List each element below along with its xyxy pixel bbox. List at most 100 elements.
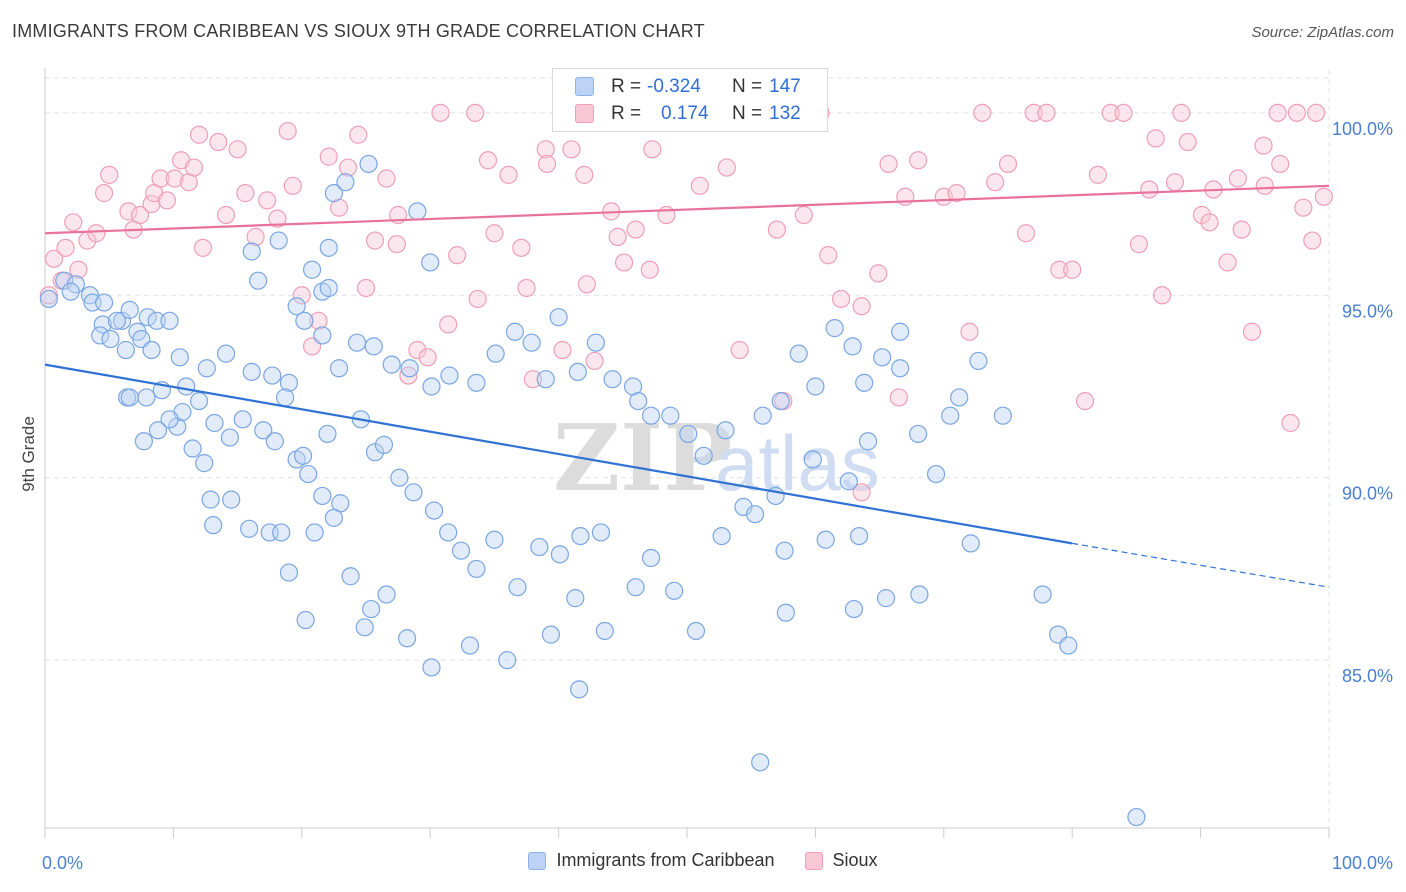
sioux-point xyxy=(1294,198,1313,217)
caribbean-point xyxy=(595,621,614,641)
caribbean-point xyxy=(195,454,214,473)
caribbean-point xyxy=(789,344,808,363)
sioux-point xyxy=(485,224,504,243)
caribbean-point xyxy=(107,311,127,330)
caribbean-point xyxy=(1127,807,1146,827)
stats-r-label: R = xyxy=(611,76,642,97)
sioux-point xyxy=(349,125,368,144)
caribbean-point xyxy=(530,537,549,557)
caribbean-point xyxy=(204,516,223,535)
caribbean-point xyxy=(440,366,459,385)
caribbean-point xyxy=(240,519,259,538)
caribbean-point xyxy=(541,625,560,644)
sioux-point xyxy=(585,351,604,371)
caribbean-point xyxy=(319,278,338,298)
caribbean-point xyxy=(422,377,441,396)
sioux-point xyxy=(1178,132,1197,152)
caribbean-point xyxy=(536,370,555,389)
sioux-point xyxy=(1287,103,1307,122)
chart-source: Source: ZipAtlas.com xyxy=(1251,24,1394,41)
sioux-point xyxy=(947,184,966,203)
caribbean-point xyxy=(467,559,486,579)
caribbean-point xyxy=(550,545,569,564)
sioux-point xyxy=(730,340,749,360)
sioux-point xyxy=(94,184,114,203)
sioux-point xyxy=(278,121,297,141)
sioux-point xyxy=(377,169,396,188)
x-tick-label: 100.0% xyxy=(1332,853,1393,873)
caribbean-point xyxy=(205,413,224,433)
caribbean-point xyxy=(39,289,58,309)
sioux-point xyxy=(1254,136,1273,155)
caribbean-point xyxy=(803,450,822,469)
sioux-point xyxy=(193,238,213,257)
sioux-point xyxy=(44,249,64,268)
sioux-point xyxy=(418,348,437,367)
legend-label-sioux: Sioux xyxy=(832,850,878,870)
sioux-point xyxy=(468,289,487,309)
caribbean-point xyxy=(460,636,480,655)
sioux-point xyxy=(794,205,813,225)
sioux-point xyxy=(1303,231,1322,250)
sioux-point xyxy=(1281,413,1300,433)
legend-swatch-caribbean xyxy=(528,851,547,870)
caribbean-point xyxy=(138,308,157,327)
caribbean-point xyxy=(926,464,946,484)
caribbean-point xyxy=(486,344,505,363)
sioux-point xyxy=(216,205,236,225)
caribbean-point xyxy=(941,406,960,425)
caribbean-point xyxy=(341,567,360,586)
sioux-point xyxy=(1114,103,1133,122)
sioux-point xyxy=(499,165,518,184)
sioux-point xyxy=(852,483,871,502)
stats-n-value: 147 xyxy=(769,76,801,97)
caribbean-point xyxy=(263,366,282,385)
caribbean-point xyxy=(485,530,504,549)
caribbean-point xyxy=(694,446,713,465)
sioux-point xyxy=(869,264,888,283)
sioux-point xyxy=(512,238,531,257)
caribbean-point xyxy=(505,322,525,341)
caribbean-point xyxy=(961,534,980,553)
sioux-point xyxy=(157,191,177,210)
caribbean-point xyxy=(319,238,338,257)
caribbean-point xyxy=(216,344,236,363)
caribbean-point xyxy=(272,523,291,542)
sioux-point xyxy=(889,388,908,407)
sioux-trend-line xyxy=(44,184,1330,235)
caribbean-point xyxy=(324,508,343,527)
caribbean-point xyxy=(242,242,261,261)
y-tick-label: 85.0% xyxy=(1342,666,1393,686)
sioux-point xyxy=(365,231,385,250)
legend-item-sioux: Sioux xyxy=(804,850,878,871)
caribbean-point xyxy=(641,406,661,425)
caribbean-point xyxy=(189,391,209,411)
caribbean-point xyxy=(359,154,378,174)
sioux-point xyxy=(478,151,498,170)
sioux-point xyxy=(228,140,247,159)
caribbean-point xyxy=(142,340,161,360)
caribbean-point xyxy=(305,523,324,542)
stats-swatch-caribbean xyxy=(575,77,594,96)
sioux-point xyxy=(973,103,992,122)
caribbean-point xyxy=(276,388,295,407)
caribbean-point xyxy=(293,446,313,465)
sioux-point xyxy=(408,340,427,360)
caribbean-point xyxy=(397,629,417,648)
caribbean-point xyxy=(93,315,112,334)
caribbean-point xyxy=(177,377,196,396)
sioux-point xyxy=(1228,169,1247,188)
sioux-point xyxy=(608,227,627,246)
caribbean-point xyxy=(969,351,988,371)
caribbean-point xyxy=(566,589,585,608)
caribbean-point xyxy=(439,523,458,542)
caribbean-point xyxy=(265,432,284,451)
caribbean-point xyxy=(318,424,337,444)
caribbean-point xyxy=(586,333,605,352)
y-axis-label: 9th Grade xyxy=(19,416,38,492)
caribbean-point xyxy=(377,585,396,604)
sioux-point xyxy=(1271,154,1290,174)
sioux-point xyxy=(69,260,88,279)
axes xyxy=(44,68,1330,838)
trend-lines xyxy=(44,184,1330,588)
